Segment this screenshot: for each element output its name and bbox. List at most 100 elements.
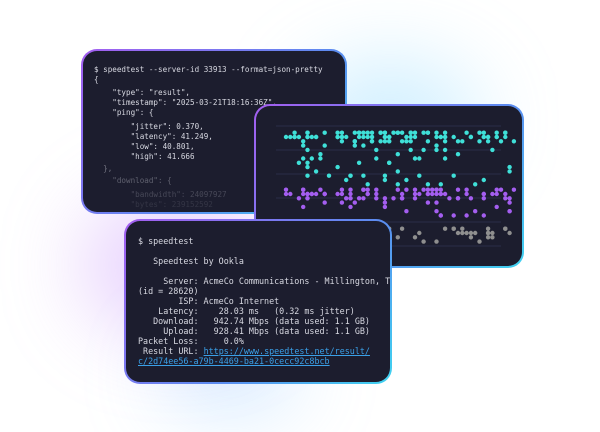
download-dot xyxy=(356,160,362,165)
upload-dot xyxy=(339,200,345,205)
upload-dot xyxy=(490,191,495,197)
upload-dot xyxy=(464,191,469,197)
upload-dot xyxy=(494,187,499,192)
upload-dot xyxy=(313,191,319,197)
latency-dot xyxy=(485,230,491,236)
download-dot xyxy=(382,130,388,135)
command-line: $ speedtest xyxy=(138,236,194,246)
upload-dot xyxy=(339,191,345,197)
latency-dot xyxy=(490,230,495,236)
json-line: "type": "result", xyxy=(94,88,191,97)
upload-dot xyxy=(365,187,370,192)
download-dot xyxy=(404,139,409,144)
json-line: $ speedtest --server-id 33913 --format=j… xyxy=(94,65,323,74)
download-dot xyxy=(387,139,392,144)
download-dot xyxy=(318,152,323,157)
download-dot xyxy=(365,182,370,187)
json-line: "high": 41.666 xyxy=(94,152,195,161)
download-dot xyxy=(348,173,353,178)
speedtest-title: Speedtest by Ookla xyxy=(138,256,244,266)
latency-dot xyxy=(434,239,439,244)
download-dot xyxy=(421,147,426,153)
upload-dot xyxy=(455,196,461,201)
upload-dot xyxy=(335,191,340,197)
download-dot xyxy=(283,134,289,140)
download-dot xyxy=(382,173,388,178)
server-line: Server: AcmeCo Communications - Millingt… xyxy=(138,276,390,286)
latency-dot xyxy=(507,230,512,236)
upload-dot xyxy=(399,196,405,201)
download-dot xyxy=(335,164,340,170)
download-dot xyxy=(374,147,379,153)
upload-dot xyxy=(511,187,517,192)
upload-dot xyxy=(430,187,435,192)
download-dot xyxy=(309,156,314,161)
download-dot xyxy=(382,134,388,140)
download-dot xyxy=(438,182,443,187)
upload-dot xyxy=(404,209,409,214)
upload-dot xyxy=(301,187,306,192)
upload-dot xyxy=(348,187,353,192)
upload-dot xyxy=(473,209,478,214)
download-dot xyxy=(442,139,448,144)
upload-dot xyxy=(455,187,461,192)
upload-dot xyxy=(382,204,388,210)
latency-dot xyxy=(455,230,461,236)
download-dot xyxy=(292,130,297,135)
upload-dot xyxy=(507,196,512,201)
download-dot xyxy=(292,134,297,140)
download-dot xyxy=(455,152,461,157)
download-dot xyxy=(451,134,456,140)
result-url-link-cont[interactable]: c/2d74ee56-a79b-4469-ba21-0cecc92c8bcb xyxy=(138,356,330,366)
json-line: "bytes": 239152592 xyxy=(94,200,213,209)
download-dot xyxy=(365,130,370,135)
upload-dot xyxy=(356,196,362,201)
latency-dot xyxy=(477,239,482,244)
upload-dot xyxy=(434,187,439,192)
upload-dot xyxy=(503,191,508,197)
download-dot xyxy=(378,130,383,135)
packet-loss-line: Packet Loss: 0.0% xyxy=(138,336,244,346)
download-dot xyxy=(434,147,439,153)
upload-dot xyxy=(382,200,388,205)
download-dot xyxy=(344,177,349,183)
download-dot xyxy=(503,134,508,140)
download-dot xyxy=(507,169,512,174)
download-dot xyxy=(391,130,396,135)
download-dot xyxy=(339,139,345,144)
download-dot xyxy=(408,147,413,153)
download-dot xyxy=(361,130,366,135)
download-dot xyxy=(477,139,482,144)
latency-dot xyxy=(473,230,478,236)
json-line: "download": { xyxy=(94,176,172,185)
upload-dot xyxy=(434,200,439,205)
download-dot xyxy=(296,134,302,140)
download-dot xyxy=(382,139,388,144)
result-url-link[interactable]: https://www.speedtest.net/result/ xyxy=(203,346,370,356)
download-dot xyxy=(503,130,508,135)
download-dot xyxy=(339,134,345,140)
upload-dot xyxy=(344,196,349,201)
download-dot xyxy=(335,130,340,135)
upload-dot xyxy=(425,191,431,197)
download-dot xyxy=(318,156,323,161)
result-url-label: Result URL: xyxy=(138,346,204,356)
download-dot xyxy=(369,134,375,140)
upload-dot xyxy=(361,187,366,192)
latency-dot xyxy=(417,230,422,236)
upload-dot xyxy=(309,191,314,197)
download-dot xyxy=(361,143,366,148)
upload-dot xyxy=(417,191,422,197)
download-dot xyxy=(361,134,366,140)
latency-dot xyxy=(412,235,418,240)
download-dot xyxy=(305,160,310,165)
download-dot xyxy=(361,173,366,178)
download-dot xyxy=(296,160,302,165)
upload-dot xyxy=(412,196,418,201)
download-dot xyxy=(434,130,439,135)
upload-dot xyxy=(301,204,306,210)
upload-dot xyxy=(352,200,357,205)
download-dot xyxy=(481,177,486,183)
upload-dot xyxy=(498,187,504,192)
download-dot xyxy=(485,139,491,144)
